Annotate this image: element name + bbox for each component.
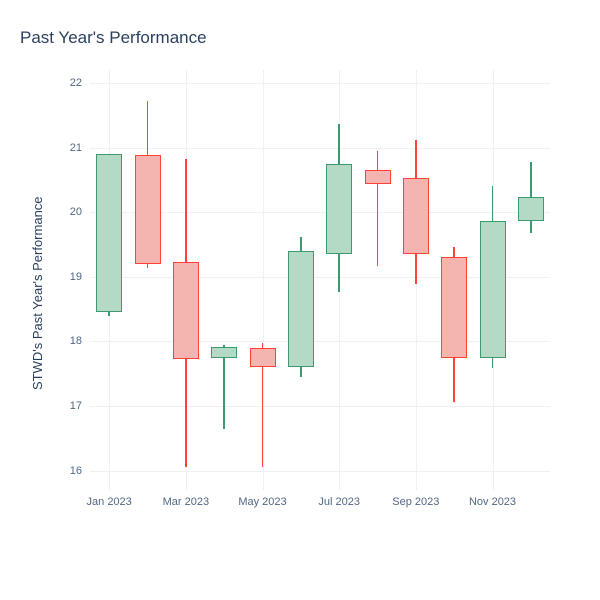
candle-body-up	[288, 251, 314, 367]
candle-body-up	[326, 164, 352, 254]
gridline-horizontal	[90, 83, 550, 84]
candle-body-down	[173, 262, 199, 360]
y-tick-label: 20	[70, 206, 82, 218]
candle-body-up	[96, 154, 122, 312]
candle-body-down	[365, 170, 391, 184]
x-tick-label: Sep 2023	[392, 496, 439, 508]
y-tick-label: 22	[70, 77, 82, 89]
x-tick-label: Jan 2023	[87, 496, 132, 508]
candle-body-up	[480, 221, 506, 358]
gridline-horizontal	[90, 471, 550, 472]
candle-body-down	[250, 348, 276, 367]
candle-wick-down	[377, 151, 379, 266]
candle-body-down	[441, 257, 467, 358]
gridline-horizontal	[90, 148, 550, 149]
y-tick-label: 18	[70, 335, 82, 347]
x-tick-label: Mar 2023	[163, 496, 209, 508]
candle-body-up	[518, 197, 544, 221]
x-tick-label: Nov 2023	[469, 496, 516, 508]
x-tick-label: Jul 2023	[318, 496, 360, 508]
y-tick-label: 19	[70, 271, 82, 283]
chart-container: { "title": { "text": "Past Year's Perfor…	[0, 0, 600, 600]
candle-body-down	[135, 155, 161, 264]
y-axis-label: STWD's Past Year's Performance	[30, 196, 45, 390]
candle-body-down	[403, 178, 429, 254]
candle-body-up	[211, 347, 237, 358]
gridline-horizontal	[90, 406, 550, 407]
y-tick-label: 21	[70, 142, 82, 154]
x-tick-label: May 2023	[238, 496, 286, 508]
y-tick-label: 17	[70, 400, 82, 412]
plot-area	[90, 70, 550, 490]
y-tick-label: 16	[70, 465, 82, 477]
chart-title: Past Year's Performance	[20, 28, 207, 48]
